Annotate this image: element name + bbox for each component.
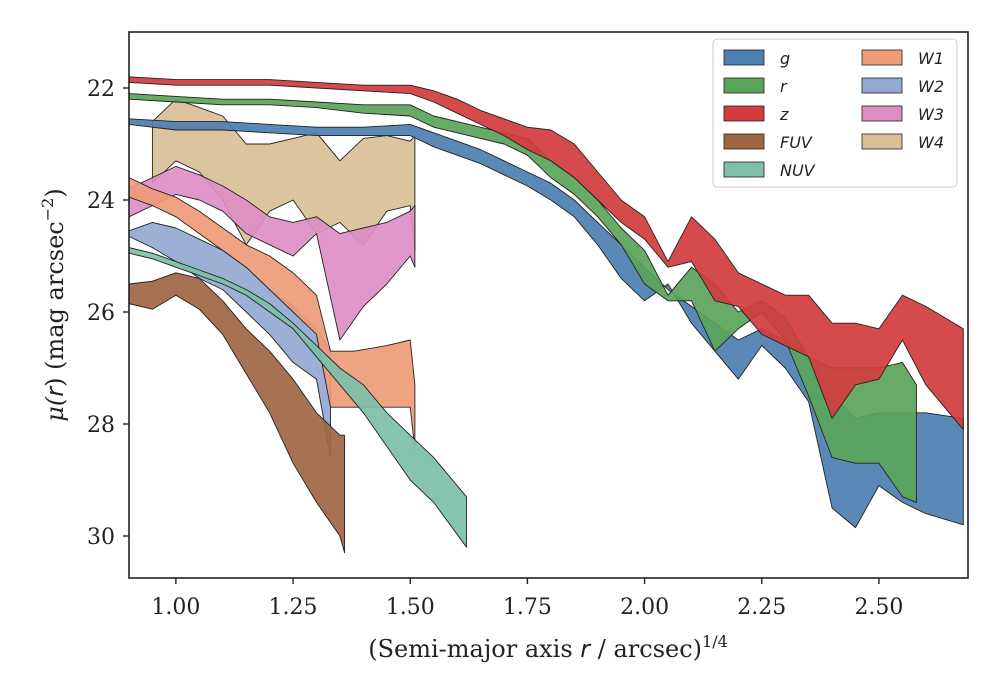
legend-item-w1: W1	[861, 49, 944, 68]
legend-swatch	[861, 105, 903, 122]
x-axis-label-unit: / arcsec)	[590, 635, 702, 663]
legend-label: r	[780, 77, 788, 96]
x-tick-label: 2.50	[854, 595, 903, 620]
x-axis-label-power: 1/4	[702, 632, 728, 651]
legend-label: g	[780, 49, 790, 68]
x-axis-label: (Semi-major axis r / arcsec)1/4	[368, 632, 728, 663]
x-axis: 1.00 1.25 1.50 1.75 2.00 2.25 2.50	[151, 578, 903, 620]
legend-item-w4: W4	[861, 133, 944, 152]
legend-label: W4	[918, 133, 944, 152]
x-tick-label: 1.50	[386, 595, 435, 620]
legend-swatch	[723, 105, 765, 122]
legend-label: z	[779, 105, 789, 124]
legend-swatch	[723, 77, 765, 94]
x-axis-label-var: r	[580, 635, 592, 663]
legend-label: W3	[918, 105, 944, 124]
legend-swatch	[723, 49, 765, 66]
band-fuv	[129, 272, 346, 554]
legend-label: NUV	[780, 161, 816, 180]
x-tick-label: 2.00	[620, 595, 669, 620]
legend-item-w2: W2	[861, 77, 944, 96]
legend-item-r: r	[723, 77, 788, 96]
plot-area	[129, 76, 964, 554]
x-tick-label: 1.25	[269, 595, 318, 620]
y-tick-label: 22	[87, 77, 115, 102]
y-tick-label: 24	[87, 189, 115, 214]
x-tick-label: 1.00	[151, 595, 200, 620]
legend-label: W1	[918, 49, 944, 68]
x-axis-label-text: (Semi-major axis	[368, 635, 580, 663]
y-axis-label-power: −2	[38, 198, 57, 222]
y-axis-label-end: )	[41, 188, 69, 197]
x-tick-label: 1.75	[503, 595, 552, 620]
legend-swatch	[723, 161, 765, 178]
legend-item-g: g	[723, 49, 790, 68]
y-axis: 22 24 26 28 30	[87, 77, 129, 550]
y-axis-label-unit: ) (mag arcsec	[41, 221, 69, 387]
legend-swatch	[861, 133, 903, 150]
y-axis-label: μ(r) (mag arcsec−2)	[38, 188, 69, 421]
y-axis-label-var: r	[41, 385, 69, 397]
legend-item-fuv: FUV	[723, 133, 813, 152]
band-w3	[129, 165, 416, 341]
legend-swatch	[723, 133, 765, 150]
y-tick-label: 26	[87, 301, 115, 326]
legend-swatch	[861, 77, 903, 94]
legend-item-w3: W3	[861, 105, 944, 124]
legend-label: FUV	[780, 133, 813, 152]
x-tick-label: 2.25	[737, 595, 786, 620]
band-nuv	[129, 247, 467, 548]
axes-frame	[128, 31, 969, 579]
legend-item-nuv: NUV	[723, 161, 816, 180]
y-axis-label-text: μ(	[41, 396, 69, 422]
y-tick-label: 30	[87, 525, 115, 550]
legend: grz FUV NUV W1 W2 W3 W4	[712, 38, 958, 188]
legend-item-z: z	[723, 105, 789, 124]
legend-swatch	[861, 49, 903, 66]
legend-box	[712, 38, 958, 188]
band-z	[129, 76, 964, 431]
band-g	[129, 118, 964, 529]
legend-label: W2	[918, 77, 944, 96]
y-tick-label: 28	[87, 413, 115, 438]
